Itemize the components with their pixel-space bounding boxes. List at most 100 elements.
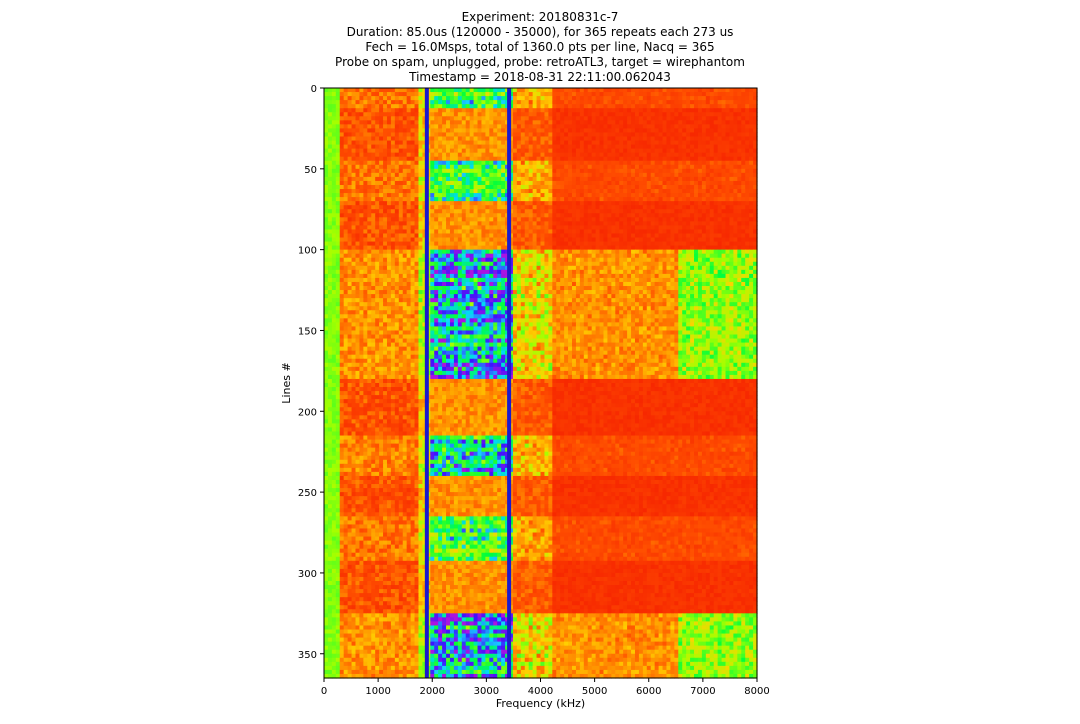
heatmap-cell bbox=[737, 100, 742, 105]
heatmap-cell bbox=[481, 136, 486, 142]
heatmap-cell bbox=[509, 168, 514, 174]
heatmap-cell bbox=[686, 245, 691, 251]
heatmap-cell bbox=[607, 225, 612, 231]
heatmap-cell bbox=[434, 237, 439, 243]
heatmap-cell bbox=[627, 112, 632, 117]
heatmap-cell bbox=[516, 156, 522, 162]
heatmap-cell bbox=[674, 136, 679, 142]
heatmap-cell bbox=[595, 261, 601, 267]
heatmap-cell bbox=[532, 96, 538, 101]
heatmap-cell bbox=[493, 152, 498, 158]
heatmap-cell bbox=[568, 128, 573, 134]
heatmap-cell bbox=[694, 104, 699, 109]
heatmap-cell bbox=[670, 184, 675, 190]
heatmap-cell bbox=[481, 116, 486, 121]
heatmap-cell bbox=[709, 197, 715, 202]
heatmap-cell bbox=[749, 156, 754, 162]
heatmap-cell bbox=[587, 217, 593, 222]
heatmap-cell bbox=[343, 152, 349, 158]
heatmap-cell bbox=[473, 201, 479, 206]
heatmap-cell bbox=[520, 221, 526, 226]
heatmap-cell bbox=[390, 237, 396, 243]
heatmap-cell bbox=[375, 193, 380, 198]
heatmap-cell bbox=[591, 96, 597, 101]
heatmap-cell bbox=[536, 164, 542, 170]
heatmap-cell bbox=[339, 132, 345, 138]
heatmap-cell bbox=[548, 233, 553, 239]
heatmap-cell bbox=[599, 265, 605, 271]
heatmap-cell bbox=[371, 132, 376, 138]
heatmap-cell bbox=[540, 201, 546, 206]
heatmap-cell bbox=[386, 257, 392, 263]
heatmap-cell bbox=[469, 132, 475, 138]
heatmap-cell bbox=[516, 184, 522, 190]
heatmap-cell bbox=[713, 148, 719, 154]
heatmap-cell bbox=[469, 249, 475, 255]
heatmap-cell bbox=[575, 217, 581, 222]
heatmap-cell bbox=[701, 201, 707, 206]
heatmap-cell bbox=[697, 116, 703, 121]
heatmap-cell bbox=[414, 96, 420, 101]
heatmap-cell bbox=[331, 128, 337, 134]
heatmap-cell bbox=[509, 189, 514, 194]
heatmap-cell bbox=[359, 172, 364, 178]
heatmap-cell bbox=[556, 257, 561, 263]
heatmap-cell bbox=[619, 249, 624, 255]
heatmap-cell bbox=[623, 237, 628, 243]
heatmap-cell bbox=[453, 201, 459, 206]
heatmap-cell bbox=[402, 237, 408, 243]
heatmap-cell bbox=[383, 261, 388, 267]
heatmap-cell bbox=[548, 148, 553, 154]
heatmap-cell bbox=[379, 241, 384, 247]
heatmap-cell bbox=[544, 108, 549, 113]
heatmap-cell bbox=[623, 148, 628, 154]
heatmap-cell bbox=[568, 221, 573, 226]
heatmap-cell bbox=[686, 180, 691, 186]
heatmap-cell bbox=[465, 241, 471, 247]
heatmap-cell bbox=[753, 193, 758, 198]
heatmap-cell bbox=[351, 116, 357, 121]
heatmap-cell bbox=[351, 193, 357, 198]
heatmap-cell bbox=[666, 189, 671, 194]
heatmap-cell bbox=[367, 132, 372, 138]
heatmap-cell bbox=[686, 148, 691, 154]
heatmap-cell bbox=[591, 241, 597, 247]
heatmap-cell bbox=[666, 156, 671, 162]
heatmap-cell bbox=[686, 237, 691, 243]
heatmap-cell bbox=[469, 237, 475, 243]
heatmap-cell bbox=[532, 225, 538, 231]
heatmap-cell bbox=[394, 144, 400, 150]
heatmap-cell bbox=[690, 265, 695, 271]
heatmap-cell bbox=[509, 241, 514, 247]
heatmap-cell bbox=[457, 221, 463, 226]
heatmap-cell bbox=[729, 140, 734, 146]
heatmap-cell bbox=[741, 168, 746, 174]
heatmap-cell bbox=[489, 124, 494, 130]
heatmap-cell bbox=[379, 164, 384, 170]
heatmap-cell bbox=[528, 257, 534, 263]
heatmap-cell bbox=[457, 120, 463, 125]
heatmap-cell bbox=[583, 245, 589, 251]
heatmap-cell bbox=[442, 132, 447, 138]
heatmap-cell bbox=[410, 156, 416, 162]
heatmap-cell bbox=[406, 201, 412, 206]
heatmap-cell bbox=[442, 104, 447, 109]
heatmap-cell bbox=[520, 108, 526, 113]
heatmap-cell bbox=[575, 152, 581, 158]
heatmap-cell bbox=[398, 100, 404, 105]
heatmap-cell bbox=[422, 92, 427, 97]
heatmap-cell bbox=[430, 253, 435, 259]
heatmap-cell bbox=[682, 160, 687, 166]
heatmap-cell bbox=[666, 148, 671, 154]
heatmap-cell bbox=[461, 156, 467, 162]
heatmap-cell bbox=[611, 205, 616, 210]
heatmap-cell bbox=[402, 112, 408, 117]
heatmap-cell bbox=[623, 112, 628, 117]
heatmap-cell bbox=[627, 136, 632, 142]
heatmap-cell bbox=[536, 152, 542, 158]
heatmap-cell bbox=[512, 88, 518, 93]
heatmap-cell bbox=[331, 201, 337, 206]
heatmap-cell bbox=[516, 124, 522, 130]
heatmap-cell bbox=[347, 249, 353, 255]
heatmap-cell bbox=[485, 156, 490, 162]
